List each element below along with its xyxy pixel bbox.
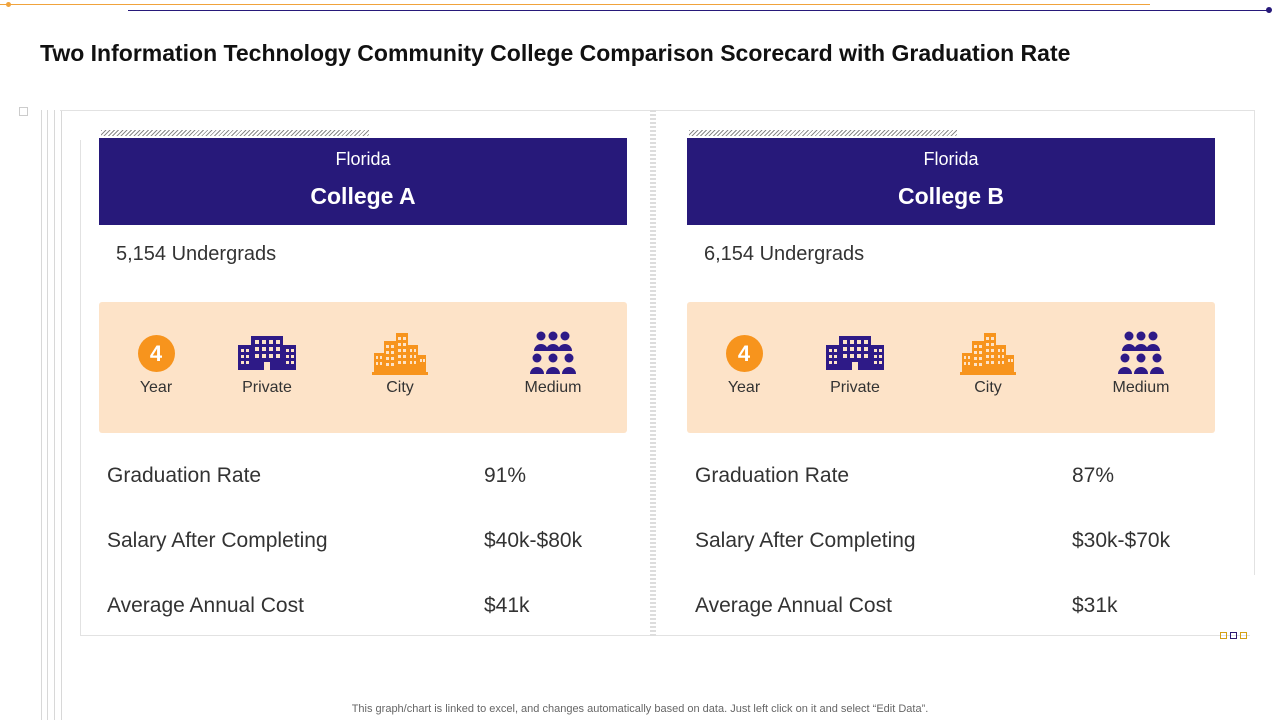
people-group-icon xyxy=(503,330,603,376)
people-group-icon xyxy=(1091,330,1191,376)
stat-value: $41k xyxy=(484,594,530,617)
feature-private: Private xyxy=(805,330,905,397)
college-name: College A xyxy=(310,183,416,209)
deco-square-3 xyxy=(1240,632,1247,639)
stat-value: 87% xyxy=(1072,464,1115,487)
city-icon xyxy=(938,330,1038,376)
left-rule-4 xyxy=(61,110,62,720)
top-orange-dot xyxy=(6,2,11,7)
stat-value: $40k-$80k xyxy=(484,529,583,552)
number-badge-icon: 4 xyxy=(725,334,763,372)
stat-label: Average Annual Cost xyxy=(107,594,304,617)
feature-private: Private xyxy=(217,330,317,397)
feature-panel: 4 Year Privat xyxy=(99,302,627,433)
corner-square xyxy=(19,107,28,116)
feature-city: City xyxy=(350,330,450,397)
page-title: Two Information Technology Community Col… xyxy=(40,40,1071,66)
feature-label: Private xyxy=(242,379,292,396)
feature-year: 4 Year xyxy=(106,330,206,397)
college-name: College B xyxy=(897,183,1005,209)
top-navy-dot xyxy=(1266,7,1272,13)
hatch-accent-b xyxy=(689,130,957,136)
center-divider xyxy=(650,110,656,636)
undergrad-count: 6,154 Undergrads xyxy=(704,243,865,265)
undergrad-count: 5,154 Undergrads xyxy=(116,243,277,265)
building-icon xyxy=(217,330,317,376)
left-rule-2 xyxy=(47,110,48,720)
feature-label: Medium xyxy=(524,379,582,396)
left-rule-3 xyxy=(54,110,55,720)
feature-size: Medium xyxy=(503,330,603,397)
stat-value: $30k-$70k xyxy=(1072,529,1171,552)
college-card-a: Florida College A 5,154 Undergrads 4 Yea… xyxy=(99,138,627,617)
feature-panel: 4 Year Privat xyxy=(687,302,1215,433)
feature-label: Year xyxy=(139,379,173,396)
feature-year: 4 Year xyxy=(694,330,794,397)
stat-value: 91% xyxy=(484,464,527,487)
stat-label: Average Annual Cost xyxy=(695,594,892,617)
college-state: Florida xyxy=(335,149,391,169)
feature-label: Year xyxy=(727,379,761,396)
frame-top xyxy=(60,110,1254,111)
feature-label: City xyxy=(974,379,1002,396)
top-orange-line xyxy=(0,4,1150,5)
feature-label: Medium xyxy=(1112,379,1170,396)
stat-label: Graduation Rate xyxy=(695,464,850,487)
college-banner: Florida College A xyxy=(99,138,627,225)
left-rule-1 xyxy=(41,110,42,720)
stat-value: $31k xyxy=(1072,594,1118,617)
hatch-accent-a xyxy=(101,130,369,136)
feature-label: Private xyxy=(830,379,880,396)
stat-label: Salary After Completing xyxy=(695,529,916,552)
feature-size: Medium xyxy=(1091,330,1191,397)
feature-city: City xyxy=(938,330,1038,397)
feature-label: City xyxy=(386,379,414,396)
number-badge-icon: 4 xyxy=(137,334,175,372)
college-banner: Florida College B xyxy=(687,138,1215,225)
building-icon xyxy=(805,330,905,376)
stat-label: Salary After Completing xyxy=(107,529,328,552)
stat-label: Graduation Rate xyxy=(107,464,262,487)
top-navy-line xyxy=(128,10,1268,11)
frame-right xyxy=(1254,110,1255,575)
deco-square-1 xyxy=(1220,632,1227,639)
frame-bottom xyxy=(80,635,1250,636)
college-state: Florida xyxy=(923,149,979,169)
footer-note: This graph/chart is linked to excel, and… xyxy=(351,703,929,715)
college-card-b: Florida College B 6,154 Undergrads 4 Yea… xyxy=(687,138,1215,617)
frame-left-inner xyxy=(80,140,81,635)
city-icon xyxy=(350,330,450,376)
deco-square-2 xyxy=(1230,632,1237,639)
